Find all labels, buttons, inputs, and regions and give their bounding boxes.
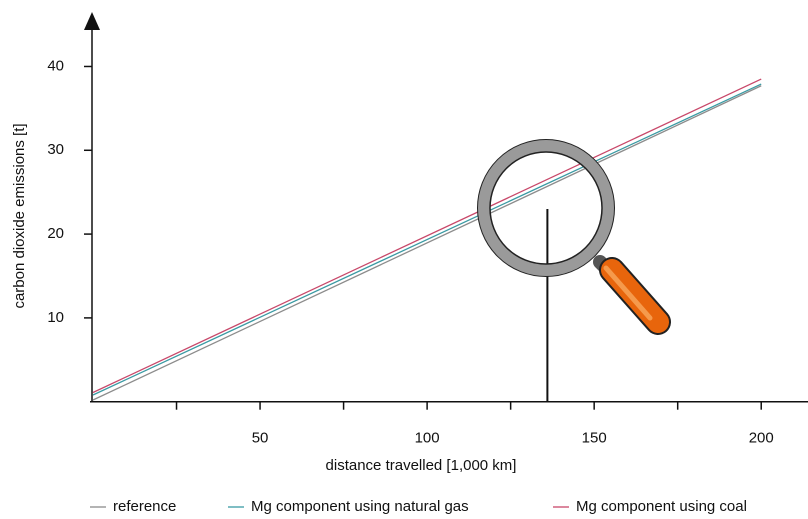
y-tick-label: 10 <box>47 309 64 326</box>
series-line <box>93 79 761 392</box>
legend-label: reference <box>113 498 176 515</box>
y-axis-arrow <box>84 12 100 30</box>
legend-label: Mg component using natural gas <box>251 498 469 515</box>
x-tick-label: 50 <box>252 430 269 447</box>
magnifier <box>478 140 658 322</box>
chart: distance travelled [1,000 km] carbon dio… <box>0 0 808 519</box>
x-tick-label: 100 <box>415 430 440 447</box>
y-tick-label: 30 <box>47 141 64 158</box>
y-tick-label: 40 <box>47 57 64 74</box>
x-axis-label: distance travelled [1,000 km] <box>326 457 517 474</box>
series-line <box>93 86 761 400</box>
x-tick-label: 150 <box>582 430 607 447</box>
legend-label: Mg component using coal <box>576 498 747 515</box>
y-axis-label: carbon dioxide emissions [t] <box>11 123 28 308</box>
y-tick-label: 20 <box>47 225 64 242</box>
series-line <box>93 84 761 395</box>
x-tick-label: 200 <box>749 430 774 447</box>
